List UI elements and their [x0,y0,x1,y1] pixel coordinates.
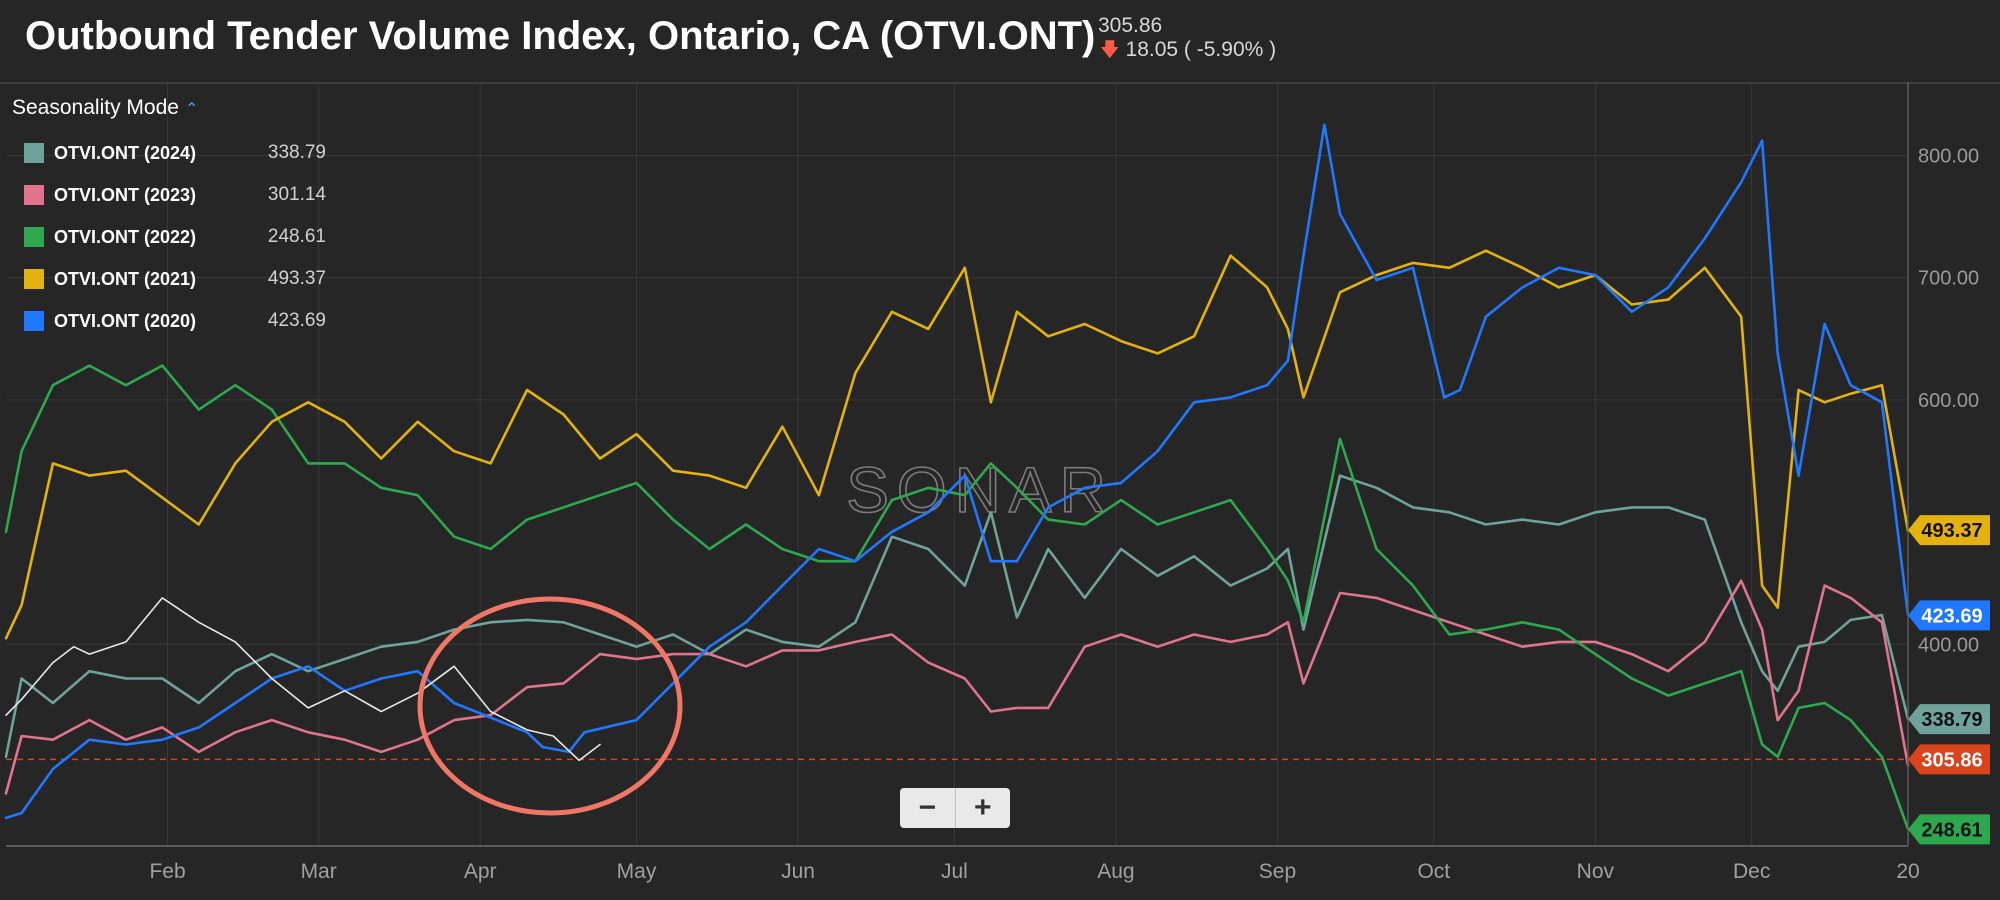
legend-swatch [24,227,44,247]
end-value-label: 305.86 [1908,744,1990,775]
end-label-text: 305.86 [1921,749,1982,771]
legend-item-value: 338.79 [267,142,326,163]
legend-item-name: OTVI.ONT (2020) [54,310,197,331]
legend-item-value: 301.14 [267,184,326,205]
down-arrow-icon: 🡇 [1100,40,1120,61]
legend-item-value: 248.61 [267,226,326,247]
chart-title: Outbound Tender Volume Index, Ontario, C… [25,14,1096,58]
legend-item[interactable]: OTVI.ONT (2023) 301.14 [12,174,332,216]
legend-swatch [24,269,44,289]
x-tick-label: Aug [1097,860,1134,883]
end-label-text: 493.37 [1921,520,1982,542]
end-label-text: 338.79 [1921,709,1982,731]
series-line-2021 [4,249,1910,640]
x-tick-label: 20 [1896,860,1919,883]
zoom-controls: − + [900,788,1010,828]
legend-item[interactable]: OTVI.ONT (2024) 338.79 [12,132,332,174]
end-value-label: 493.37 [1908,515,1990,546]
chart-header: Outbound Tender Volume Index, Ontario, C… [0,0,2000,84]
x-tick-label: Sep [1259,860,1296,883]
end-label-box [1908,600,1990,631]
end-label-box [1908,515,1990,546]
zoom-out-button[interactable]: − [918,791,937,824]
legend-item-name: OTVI.ONT (2023) [54,184,197,205]
end-label-box [1908,814,1990,845]
highlight-circle [417,596,683,816]
line-chart[interactable]: SONAR 800.00 700.00 600.00 400.00 Feb Mar Apr M… [0,82,2000,900]
series-line-2024 [4,474,1910,759]
end-value-label: 423.69 [1908,600,1990,631]
end-label-text: 248.61 [1921,819,1982,841]
change-value: 18.05 ( -5.90% ) [1125,38,1277,61]
end-value-label: 338.79 [1908,704,1990,735]
chevron-up-icon[interactable]: ⌃ [184,101,199,118]
legend-item-name: OTVI.ONT (2024) [54,142,197,163]
x-tick-label: Mar [301,860,337,883]
axes: 800.00 700.00 600.00 400.00 Feb Mar Apr May Jun J… [6,82,1979,883]
legend-item-value: 423.69 [267,310,326,331]
x-tick-label: Apr [464,860,497,883]
legend-swatch [24,311,44,331]
y-tick-label: 700.00 [1918,268,1979,290]
zoom-in-button[interactable]: + [954,788,1011,828]
legend-item[interactable]: OTVI.ONT (2022) 248.61 [12,216,332,258]
end-label-box [1908,744,1990,775]
legend-item-name: OTVI.ONT (2022) [54,226,197,247]
grid [6,82,1908,846]
series-line-current [5,597,601,762]
x-tick-label: Dec [1733,860,1770,883]
legend-item-name: OTVI.ONT (2021) [54,268,197,289]
x-tick-label: Feb [149,860,185,883]
series-layer [4,123,1910,831]
change-row: 🡇 18.05 ( -5.90% ) [1100,36,1276,68]
end-label-box [1908,704,1990,735]
x-tick-label: May [617,860,657,883]
legend-rows: OTVI.ONT (2024) 338.79 OTVI.ONT (2023) 301.… [12,132,332,342]
last-value: 305.86 [1098,14,1163,37]
sonar-watermark: SONAR [846,454,1114,526]
x-tick-label: Oct [1417,860,1450,883]
seasonality-mode-toggle[interactable]: Seasonality Mode ⌃ [12,96,332,120]
legend-item[interactable]: OTVI.ONT (2020) 423.69 [12,300,332,342]
series-line-2023 [4,579,1910,795]
legend: Seasonality Mode ⌃ OTVI.ONT (2024) 338.79 O… [12,96,332,342]
y-tick-label: 400.00 [1918,634,1979,656]
x-tick-label: Jul [941,860,968,883]
y-tick-label: 600.00 [1918,390,1979,412]
legend-item-value: 493.37 [267,268,326,289]
seasonality-mode-label: Seasonality Mode [12,96,179,119]
legend-swatch [24,143,44,163]
series-line-2022 [4,364,1910,831]
x-tick-label: Nov [1577,860,1615,883]
end-label-text: 423.69 [1921,605,1982,627]
end-value-label: 248.61 [1908,814,1990,845]
x-tick-label: Jun [781,860,815,883]
end-value-labels: 493.37 423.69 338.79 305.86 248.61 [1908,515,1990,845]
legend-swatch [24,185,44,205]
y-tick-label: 800.00 [1918,145,1979,167]
legend-item[interactable]: OTVI.ONT (2021) 493.37 [12,258,332,300]
